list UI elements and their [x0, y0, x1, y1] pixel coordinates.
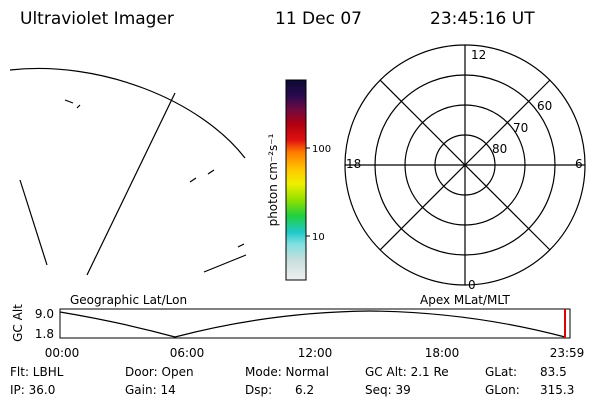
colorbar-unit: photon cm⁻²s⁻¹ [266, 133, 280, 226]
altitude-curve [59, 310, 566, 338]
timeline-label: Geographic Lat/Lon [70, 293, 187, 307]
y-label: 1.8 [35, 327, 54, 341]
footer-field: Gain: 14 [125, 383, 176, 397]
lat-label: 60 [537, 99, 552, 113]
footer: Flt: LBHL Door: Open Mode: Normal GC Alt: 2… [10, 365, 574, 397]
axis-label: GC Alt [11, 304, 25, 342]
time: 23:45:16 UT [430, 9, 535, 29]
x-label: 06:00 [170, 346, 205, 360]
mlt-label: 0 [468, 278, 476, 292]
x-label: 23:59 [550, 346, 585, 360]
title: Ultraviolet Imager [20, 9, 174, 29]
mlt-label: 12 [471, 48, 486, 62]
lat-label: 80 [492, 142, 507, 156]
footer-field: GLat: [485, 365, 517, 379]
footer-field: 83.5 [540, 365, 567, 379]
x-label: 00:00 [45, 346, 80, 360]
lat-label: 70 [513, 121, 528, 135]
footer-field: Mode: Normal [245, 365, 329, 379]
timeline-label: Apex MLat/MLT [420, 293, 510, 307]
map-lines [9, 67, 247, 276]
footer-field: Flt: LBHL [10, 365, 64, 379]
footer-field: Dsp: 6.2 [245, 383, 314, 397]
x-label: 18:00 [425, 346, 460, 360]
colorbar [285, 79, 307, 281]
colorbar-tick-label: 10 [312, 232, 325, 243]
date: 11 Dec 07 [275, 9, 362, 29]
footer-field: Door: Open [125, 365, 194, 379]
colorbar-tick-label: 100 [312, 144, 331, 155]
x-label: 12:00 [298, 346, 333, 360]
footer-field: GLon: [485, 383, 520, 397]
footer-field: IP: 36.0 [10, 383, 55, 397]
footer-field: Seq: 39 [365, 383, 411, 397]
mlt-label: 18 [346, 157, 361, 171]
polar-grid [344, 44, 586, 286]
mlt-label: 6 [575, 157, 583, 171]
timeline-box [59, 308, 571, 339]
y-label: 9.0 [35, 307, 54, 321]
footer-field: 315.3 [540, 383, 574, 397]
footer-field: GC Alt: 2.1 Re [365, 365, 449, 379]
